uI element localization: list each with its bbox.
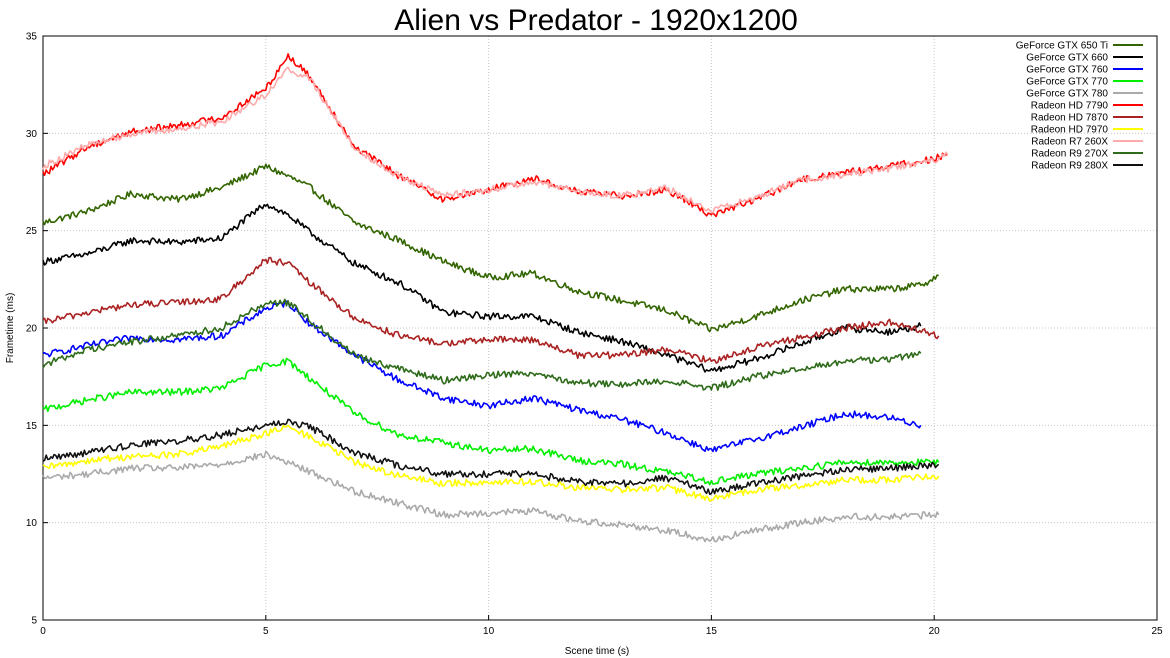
series-lines [42, 53, 949, 543]
series-line-radeon-hd-7970 [42, 424, 940, 503]
legend-label-radeon-hd-7790: Radeon HD 7790 [1031, 101, 1109, 112]
y-tick-label: 5 [31, 616, 37, 627]
x-tick-label: 5 [263, 626, 269, 637]
y-tick-label: 15 [26, 421, 38, 432]
legend-label-radeon-r7-260x: Radeon R7 260X [1031, 137, 1108, 148]
y-tick-label: 30 [26, 129, 38, 140]
x-tick-label: 10 [483, 626, 495, 637]
legend-label-geforce-gtx-660: GeForce GTX 660 [1026, 53, 1108, 64]
x-tick-label: 0 [40, 626, 46, 637]
y-tick-label: 35 [26, 32, 38, 43]
y-axis-label: Frametime (ms) [5, 293, 16, 364]
series-line-radeon-r9-270x [42, 298, 922, 391]
legend-label-radeon-r9-270x: Radeon R9 270X [1031, 149, 1108, 160]
series-line-geforce-gtx-760 [42, 300, 922, 453]
x-tick-label: 25 [1151, 626, 1163, 637]
series-line-geforce-gtx-770 [42, 357, 940, 486]
legend-label-radeon-r9-280x: Radeon R9 280X [1031, 161, 1108, 172]
y-tick-label: 20 [26, 324, 38, 335]
x-tick-label: 20 [929, 626, 941, 637]
legend-label-geforce-gtx-760: GeForce GTX 760 [1026, 65, 1108, 76]
series-line-radeon-r7-260x [42, 66, 949, 214]
legend-label-radeon-hd-7970: Radeon HD 7970 [1031, 125, 1109, 136]
legend-label-geforce-gtx-780: GeForce GTX 780 [1026, 89, 1108, 100]
x-tick-label: 15 [706, 626, 718, 637]
series-line-radeon-r9-280x [42, 418, 940, 496]
legend-label-geforce-gtx-770: GeForce GTX 770 [1026, 77, 1108, 88]
y-tick-label: 25 [26, 226, 38, 237]
legend-label-geforce-gtx-650-ti: GeForce GTX 650 Ti [1016, 41, 1108, 52]
x-axis-label: Scene time (s) [565, 646, 629, 657]
y-tick-label: 10 [26, 518, 38, 529]
series-line-geforce-gtx-650-ti [42, 163, 939, 333]
chart-title: Alien vs Predator - 1920x1200 [394, 4, 798, 37]
series-line-radeon-hd-7870 [42, 256, 940, 364]
legend-label-radeon-hd-7870: Radeon HD 7870 [1031, 113, 1109, 124]
series-line-geforce-gtx-780 [42, 450, 940, 543]
series-line-geforce-gtx-660 [42, 203, 922, 373]
